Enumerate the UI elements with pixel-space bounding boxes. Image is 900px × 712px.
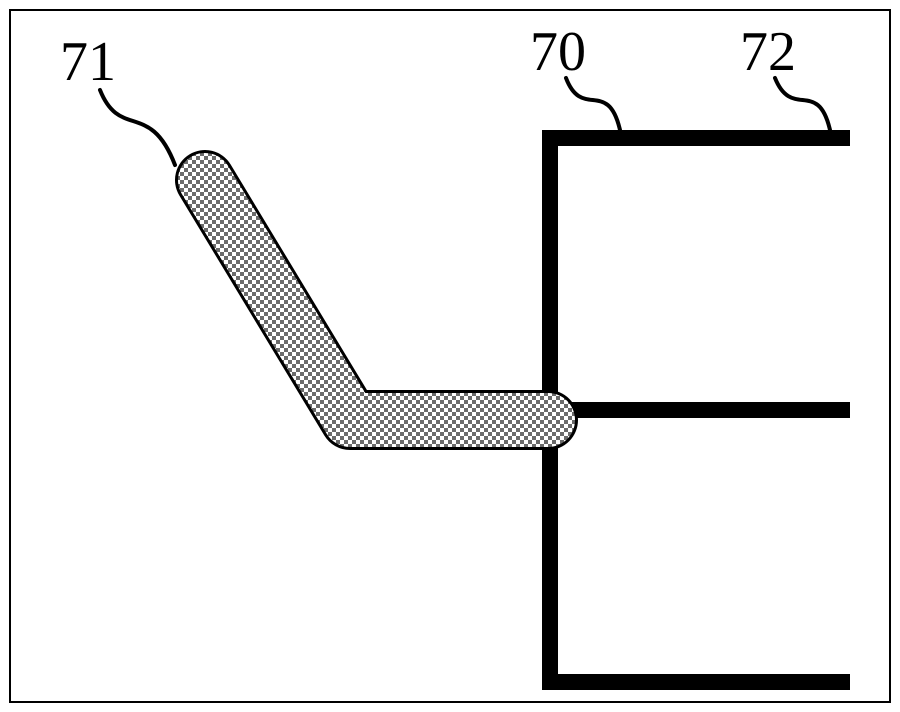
diagram-svg	[0, 0, 900, 712]
bent-arm	[205, 180, 548, 420]
outer-frame	[10, 10, 890, 702]
label-72: 72	[740, 20, 796, 84]
leader-70	[566, 78, 620, 130]
leader-72	[775, 78, 830, 130]
label-71: 71	[60, 30, 116, 94]
leader-71	[100, 90, 175, 165]
comb-structure	[550, 130, 850, 690]
label-70: 70	[530, 20, 586, 84]
